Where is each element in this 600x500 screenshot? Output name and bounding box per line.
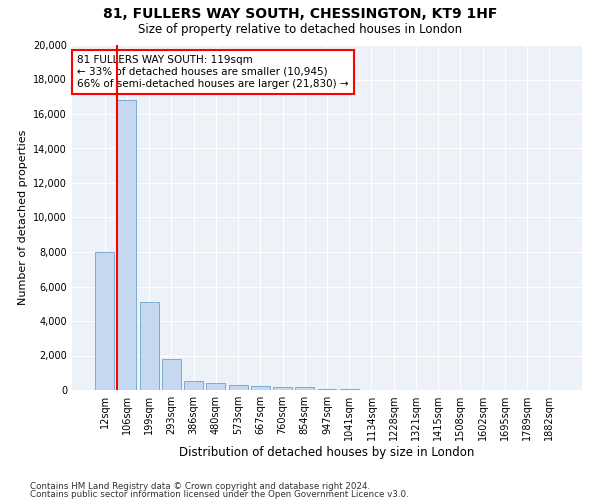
Bar bbox=[317, 388, 337, 390]
Bar bbox=[273, 386, 292, 390]
Bar bbox=[251, 386, 270, 390]
Text: Contains public sector information licensed under the Open Government Licence v3: Contains public sector information licen… bbox=[30, 490, 409, 499]
Text: 81, FULLERS WAY SOUTH, CHESSINGTON, KT9 1HF: 81, FULLERS WAY SOUTH, CHESSINGTON, KT9 … bbox=[103, 8, 497, 22]
X-axis label: Distribution of detached houses by size in London: Distribution of detached houses by size … bbox=[179, 446, 475, 459]
Bar bbox=[206, 384, 225, 390]
Y-axis label: Number of detached properties: Number of detached properties bbox=[18, 130, 28, 305]
Bar bbox=[140, 302, 158, 390]
Text: Size of property relative to detached houses in London: Size of property relative to detached ho… bbox=[138, 22, 462, 36]
Text: Contains HM Land Registry data © Crown copyright and database right 2024.: Contains HM Land Registry data © Crown c… bbox=[30, 482, 370, 491]
Bar bbox=[295, 387, 314, 390]
Bar bbox=[184, 382, 203, 390]
Bar bbox=[162, 359, 181, 390]
Bar bbox=[118, 100, 136, 390]
Bar bbox=[95, 252, 114, 390]
Text: 81 FULLERS WAY SOUTH: 119sqm
← 33% of detached houses are smaller (10,945)
66% o: 81 FULLERS WAY SOUTH: 119sqm ← 33% of de… bbox=[77, 56, 349, 88]
Bar bbox=[229, 386, 248, 390]
